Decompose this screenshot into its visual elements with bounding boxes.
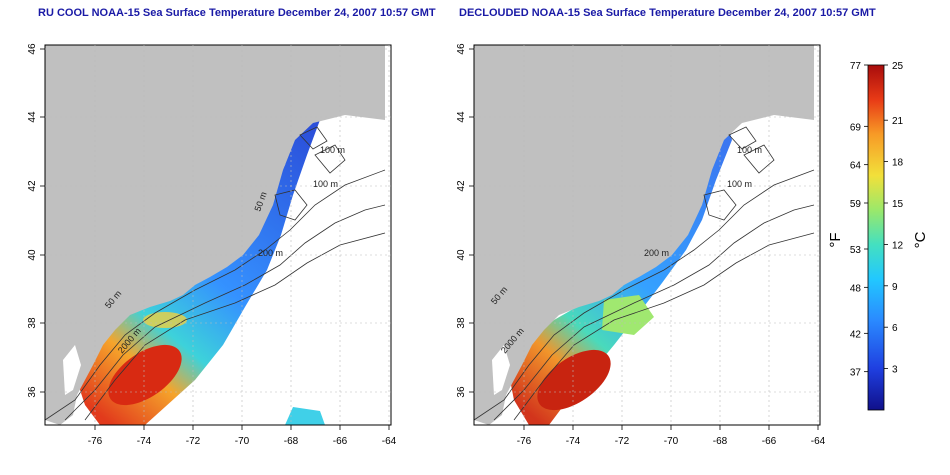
left-y-tick-label: 36: [27, 386, 38, 398]
colorbar-label-c: 9: [892, 282, 898, 293]
colorbar-label-f: 37: [850, 368, 862, 379]
left-sst-field: [75, 85, 320, 425]
right-x-tick-label: -66: [762, 436, 777, 447]
colorbar-label-f: 69: [850, 122, 862, 133]
left-x-tick-label: -66: [333, 436, 348, 447]
colorbar-label-c: 12: [892, 240, 904, 251]
right-y-tick-label: 44: [456, 111, 467, 123]
left-y-tick-label: 40: [27, 249, 38, 261]
right-x-tick-label: -70: [664, 436, 679, 447]
left-contour-label: 100 m: [320, 145, 345, 155]
left-warm-core: [108, 344, 182, 406]
right-contour-label: 100 m: [737, 145, 762, 155]
left-x-tick-label: -76: [88, 436, 103, 447]
right-y-tick-label: 38: [456, 317, 467, 329]
right-x-tick-label: -74: [566, 436, 581, 447]
left-contour-label: 200 m: [258, 248, 283, 258]
left-contour-label: 100 m: [313, 179, 338, 189]
left-y-tick-label: 42: [27, 180, 38, 192]
colorbar-label-f: 77: [850, 61, 862, 72]
right-x-tick-label: -64: [811, 436, 826, 447]
right-x-tick-label: -76: [517, 436, 532, 447]
colorbar-label-c: 15: [892, 199, 904, 210]
right-y-tick-label: 40: [456, 249, 467, 261]
colorbar-label-c: 6: [892, 323, 898, 334]
right-x-tick-label: -68: [713, 436, 728, 447]
colorbar-label-f: 48: [850, 283, 862, 294]
colorbar-label-f: 42: [850, 329, 862, 340]
left-x-tick-label: -64: [382, 436, 397, 447]
colorbar-label-f: 53: [850, 245, 862, 256]
right-warm-core: [537, 349, 611, 411]
right-map-panel: [473, 44, 821, 426]
left-map-panel: [44, 44, 392, 426]
colorbar-unit-c: °C: [912, 231, 929, 248]
colorbar: 25 21 18 15 12 9 6 3 77 69 64 59 53 48 42 37 °F °C: [827, 61, 929, 411]
colorbar-unit-f: °F: [827, 232, 844, 247]
left-x-tick-label: -70: [235, 436, 250, 447]
right-sst-field: [509, 105, 732, 425]
right-y-tick-label: 42: [456, 180, 467, 192]
colorbar-label-c: 21: [892, 116, 904, 127]
colorbar-label-c: 3: [892, 365, 898, 376]
left-map-title: RU COOL NOAA-15 Sea Surface Temperature …: [38, 7, 436, 19]
colorbar-label-f: 64: [850, 161, 862, 172]
right-y-tick-label: 36: [456, 386, 467, 398]
right-contour-label: 100 m: [727, 179, 752, 189]
left-y-tick-label: 46: [27, 43, 38, 55]
colorbar-label-f: 59: [850, 199, 862, 210]
right-y-tick-label: 46: [456, 43, 467, 55]
left-y-tick-label: 44: [27, 111, 38, 123]
right-x-tick-label: -72: [615, 436, 630, 447]
left-x-tick-label: -74: [137, 436, 152, 447]
left-y-tick-label: 38: [27, 317, 38, 329]
right-contour-label: 200 m: [644, 248, 669, 258]
left-x-tick-label: -72: [186, 436, 201, 447]
colorbar-label-c: 18: [892, 158, 904, 169]
colorbar-label-c: 25: [892, 61, 904, 72]
right-map-title: DECLOUDED NOAA-15 Sea Surface Temperatur…: [459, 7, 876, 19]
left-x-tick-label: -68: [284, 436, 299, 447]
